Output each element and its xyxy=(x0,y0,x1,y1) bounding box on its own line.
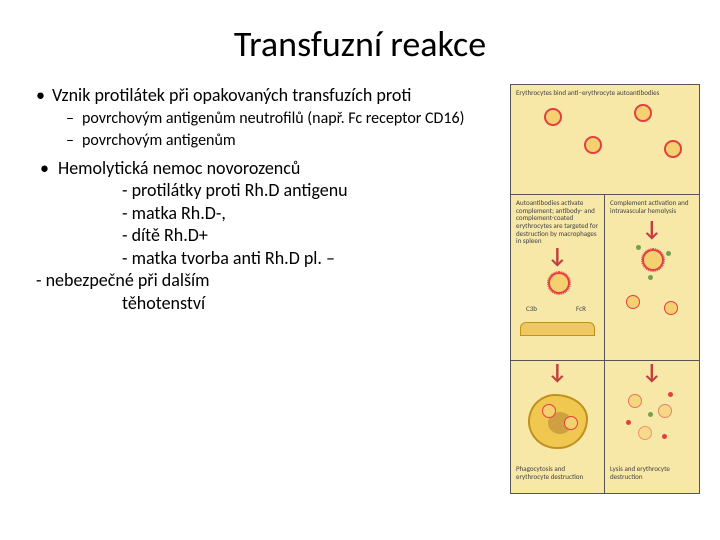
diagram-mid-right-visual: ↓ xyxy=(608,215,696,325)
erythrocyte-small-icon xyxy=(664,301,678,315)
erythrocyte-marked-icon xyxy=(642,249,664,271)
diagram-panel-mid: Autoantibodies activate complement; anti… xyxy=(511,195,699,361)
macrophage-surface-icon xyxy=(520,322,595,336)
erythrocyte-icon xyxy=(584,136,602,154)
bullet-2-sub-f: těhotenství xyxy=(36,292,502,315)
erythrocyte-marked-icon xyxy=(548,272,570,294)
arrow-down-icon: ↓ xyxy=(642,364,662,379)
content-area: Vznik protilátek při opakovaných transfu… xyxy=(0,84,720,494)
debris-dot-icon xyxy=(662,434,667,439)
arrow-down-icon: ↓ xyxy=(642,221,662,236)
complement-dot-icon xyxy=(648,275,653,280)
c3b-label: C3b xyxy=(524,304,539,314)
debris-dot-icon xyxy=(668,392,673,397)
diagram-mid-right-label: Complement activation and intravascular … xyxy=(608,198,696,215)
erythrocyte-small-icon xyxy=(564,416,578,430)
arrow-down-icon: ↓ xyxy=(548,364,568,379)
erythrocyte-small-icon xyxy=(542,404,556,418)
bullet-2-sub-c: - dítě Rh.D+ xyxy=(36,224,502,247)
erythrocyte-icon xyxy=(664,140,682,158)
erythrocyte-small-icon xyxy=(658,404,672,418)
diagram-mid-left-visual: ↓ C3b FcR xyxy=(514,246,601,336)
arrow-down-icon: ↓ xyxy=(548,248,568,263)
debris-dot-icon xyxy=(648,412,653,417)
diagram-mid-left-label: Autoantibodies activate complement; anti… xyxy=(514,198,601,246)
erythrocyte-icon xyxy=(544,108,562,126)
text-column: Vznik protilátek při opakovaných transfu… xyxy=(36,84,510,494)
diagram: Erythrocytes bind anti–erythrocyte autoa… xyxy=(510,84,700,494)
diagram-bot-right-visual: ↓ xyxy=(608,364,696,464)
macrophage-icon xyxy=(528,394,588,449)
diagram-mid-left: Autoantibodies activate complement; anti… xyxy=(511,195,605,360)
complement-dot-icon xyxy=(666,251,671,256)
diagram-bot-right-label: Lysis and erythrocyte destruction xyxy=(608,464,696,481)
diagram-bot-left: ↓ Phagocytosis and erythrocyte destructi… xyxy=(511,361,605,493)
diagram-top-label: Erythrocytes bind anti–erythrocyte autoa… xyxy=(514,88,696,98)
diagram-panel-bot: ↓ Phagocytosis and erythrocyte destructi… xyxy=(511,361,699,493)
erythrocyte-small-icon xyxy=(626,295,640,309)
bullet-2-sub-b: - matka Rh.D-, xyxy=(36,202,502,225)
bullet-2-sub-e: - nebezpečné při dalším xyxy=(36,269,502,292)
erythrocyte-icon xyxy=(634,104,652,122)
page-title: Transfuzní reakce xyxy=(0,0,720,84)
diagram-bot-right: ↓ Lysis and erythrocyte destruction xyxy=(605,361,699,493)
diagram-top-visual xyxy=(514,98,696,168)
bullet-1-sub-b: povrchovým antigenům xyxy=(36,131,502,151)
complement-dot-icon xyxy=(636,245,641,250)
bullet-2-sub-a: - protilátky proti Rh.D antigenu xyxy=(36,179,502,202)
diagram-bot-left-visual: ↓ xyxy=(514,364,601,464)
diagram-mid-right: Complement activation and intravascular … xyxy=(605,195,699,360)
diagram-bot-left-label: Phagocytosis and erythrocyte destruction xyxy=(514,464,601,481)
erythrocyte-small-icon xyxy=(638,426,652,440)
bullet-2-sub-d: - matka tvorba anti Rh.D pl. – xyxy=(36,247,502,270)
debris-dot-icon xyxy=(626,420,631,425)
erythrocyte-small-icon xyxy=(628,394,642,408)
fcr-label: FcR xyxy=(574,304,588,314)
bullet-2: Hemolytická nemoc novorozenců xyxy=(36,157,502,180)
diagram-panel-top: Erythrocytes bind anti–erythrocyte autoa… xyxy=(511,85,699,195)
bullet-1-sub-a: povrchovým antigenům neutrofilů (např. F… xyxy=(36,109,502,129)
bullet-1: Vznik protilátek při opakovaných transfu… xyxy=(36,84,502,107)
